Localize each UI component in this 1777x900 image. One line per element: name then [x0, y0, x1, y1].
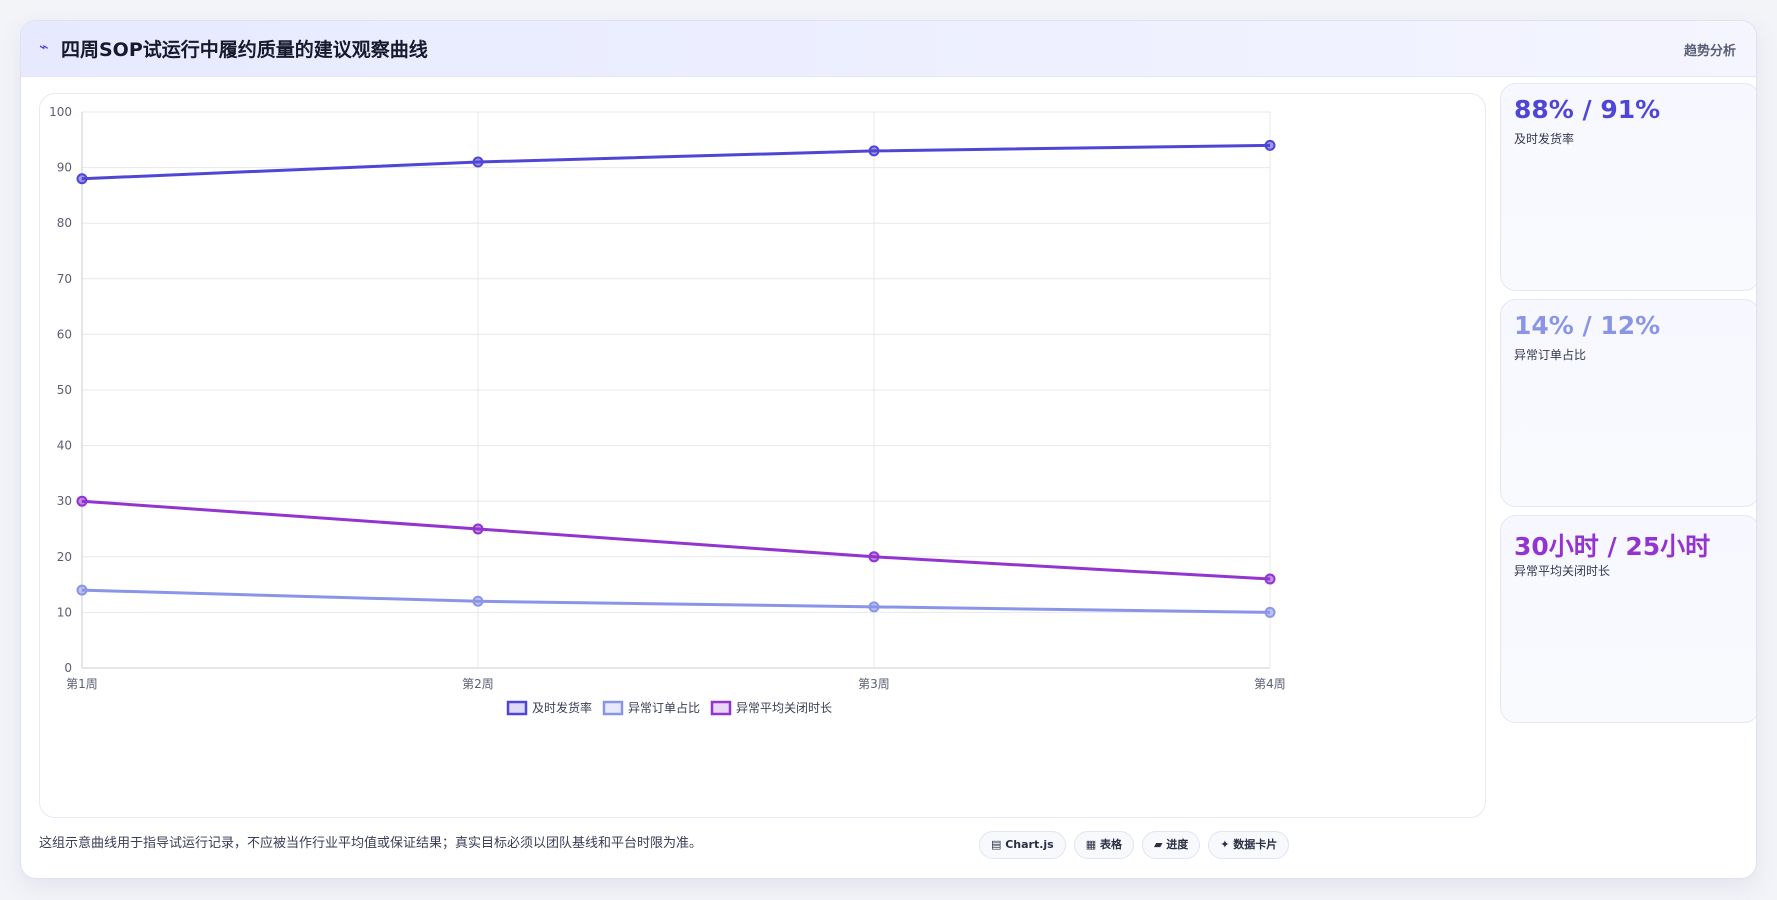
chart-line-icon: ⌁ — [39, 37, 49, 56]
data-point — [76, 173, 88, 185]
legend-swatch — [506, 700, 528, 716]
legend-swatch — [602, 700, 624, 716]
data-point — [472, 156, 484, 168]
chip-chartjs[interactable]: ▤ Chart.js — [979, 831, 1066, 859]
data-point — [1264, 606, 1276, 618]
chip-data-card[interactable]: ✦ 数据卡片 — [1208, 831, 1290, 859]
stat-card-close-time: 30小时 / 25小时 异常平均关闭时长 — [1500, 515, 1756, 723]
stat-value: 30小时 / 25小时 — [1514, 532, 1711, 561]
y-tick-label: 90 — [57, 161, 72, 175]
y-tick-label: 30 — [57, 494, 72, 508]
x-tick-label: 第1周 — [66, 677, 98, 691]
series-line-3 — [81, 499, 1271, 581]
card-header: ⌁ 四周SOP试运行中履约质量的建议观察曲线 趋势分析 — [21, 21, 1756, 77]
data-point — [76, 584, 88, 596]
trend-analysis-tag: 趋势分析 — [1683, 44, 1736, 59]
legend-label: 异常平均关闭时长 — [736, 701, 832, 715]
stat-value: 88% / 91% — [1514, 95, 1661, 124]
x-tick-label: 第3周 — [858, 677, 890, 691]
tech-chips: ▤ Chart.js ▦ 表格 ▰ 进度 ✦ 数据卡片 — [979, 831, 1290, 859]
data-point — [76, 495, 88, 507]
card-title: 四周SOP试运行中履约质量的建议观察曲线 — [61, 39, 428, 61]
legend-label: 异常订单占比 — [628, 700, 700, 715]
y-tick-label: 20 — [57, 550, 72, 564]
dashboard-card: ⌁ 四周SOP试运行中履约质量的建议观察曲线 趋势分析 0 10 20 30 40 50 6… — [20, 20, 1757, 879]
legend-swatch — [710, 700, 732, 716]
x-tick-label: 第4周 — [1254, 677, 1286, 691]
y-tick-label: 80 — [57, 216, 72, 230]
chip-progress[interactable]: ▰ 进度 — [1141, 831, 1201, 859]
y-tick-label: 100 — [49, 105, 72, 119]
y-tick-label: 40 — [57, 439, 72, 453]
data-point — [1264, 573, 1276, 585]
stat-label: 及时发货率 — [1514, 132, 1575, 146]
stat-label: 异常订单占比 — [1514, 348, 1587, 362]
chart-panel: 0 10 20 30 40 50 60 70 80 90 100 第1周 第2周 第3周 第4周及时发货率 异… — [39, 93, 1486, 818]
data-point — [868, 145, 880, 157]
stat-value: 14% / 12% — [1514, 311, 1661, 340]
data-point — [472, 523, 484, 535]
chip-table[interactable]: ▦ 表格 — [1073, 831, 1134, 859]
x-tick-label: 第2周 — [462, 677, 494, 691]
y-tick-label: 50 — [57, 383, 72, 397]
data-point — [868, 551, 880, 563]
footer-note: 这组示意曲线用于指导试运行记录，不应被当作行业平均值或保证结果；真实目标必须以团… — [39, 836, 703, 851]
y-tick-label: 70 — [57, 272, 72, 286]
data-point — [472, 595, 484, 607]
y-tick-label: 60 — [57, 327, 72, 341]
legend-label: 及时发货率 — [532, 700, 592, 715]
data-point — [868, 601, 880, 613]
stat-card-exception-ratio: 14% / 12% 异常订单占比 — [1500, 299, 1756, 507]
y-tick-label: 0 — [64, 661, 72, 675]
data-point — [1264, 139, 1276, 151]
stat-label: 异常平均关闭时长 — [1514, 564, 1611, 578]
y-tick-label: 10 — [57, 605, 72, 619]
series-line-2 — [81, 588, 1271, 614]
stat-card-ontime: 88% / 91% 及时发货率 — [1500, 83, 1756, 291]
series-line-1 — [81, 143, 1271, 181]
